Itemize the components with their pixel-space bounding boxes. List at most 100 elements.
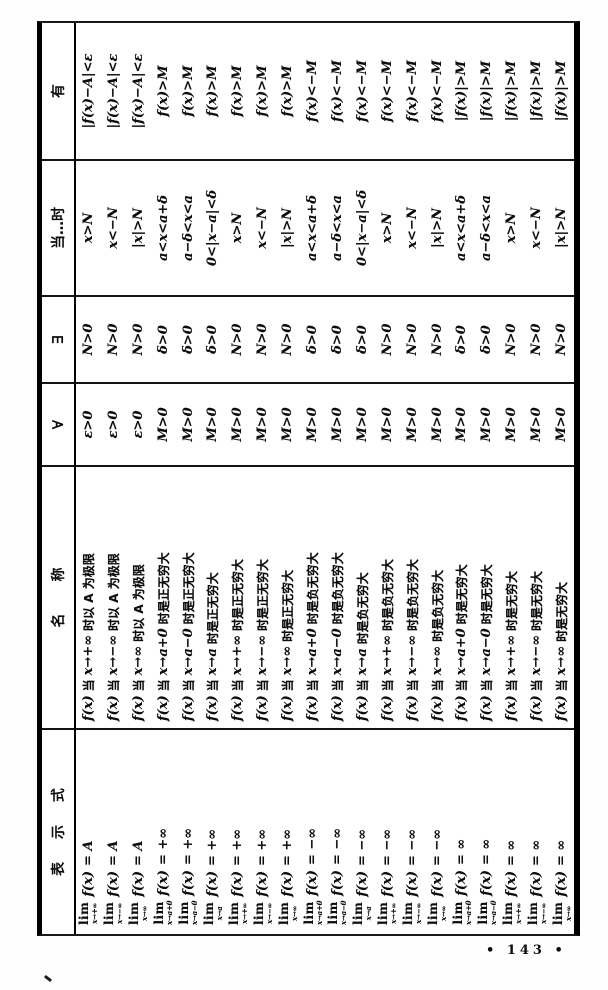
name-description: 时以 A 为极限 xyxy=(131,564,146,642)
limit-value: = +∞ xyxy=(180,827,196,866)
word-when: 当 xyxy=(455,679,470,692)
cell-when: x<−N xyxy=(399,161,425,297)
then-condition: f(x)>M xyxy=(155,65,171,117)
name-description: 时是负无穷大 xyxy=(380,558,395,631)
name-arrow: x→∞ xyxy=(280,645,296,676)
function-notation: f(x) xyxy=(554,871,570,897)
limit-value: = −∞ xyxy=(305,827,321,866)
then-condition: f(x)>M xyxy=(280,65,296,117)
forall-condition: M>0 xyxy=(429,407,445,442)
when-condition: 0<|x−a|<δ xyxy=(205,189,221,267)
forall-condition: ε>0 xyxy=(105,410,121,439)
exists-condition: δ>0 xyxy=(180,325,196,354)
lim-subscript: x→∞ xyxy=(439,905,449,921)
name-arrow: x→a−0 xyxy=(180,628,196,676)
cell-when: |x|>N xyxy=(275,161,301,297)
then-condition: |f(x)|>M xyxy=(504,60,520,122)
then-condition: f(x)>M xyxy=(255,65,271,117)
cell-when: |x|>N xyxy=(549,161,574,297)
name-arrow: x→−∞ xyxy=(529,634,545,676)
cell-then: f(x)<−M xyxy=(399,23,425,161)
lim-operator: lim xyxy=(450,901,465,925)
lim-block: lim x→a−0 xyxy=(326,901,348,925)
cell-forall: M>0 xyxy=(225,384,251,467)
word-when: 当 xyxy=(106,679,121,692)
limit-value: = +∞ xyxy=(255,828,271,867)
cell-exists: N>0 xyxy=(424,297,450,384)
header-expression: 表 示 式 xyxy=(42,730,76,934)
function-notation: f(x) xyxy=(230,695,246,721)
lim-subscript: x→+∞ xyxy=(239,902,249,924)
cell-when: 0<|x−a|<δ xyxy=(349,161,375,297)
cell-exists: N>0 xyxy=(125,297,151,384)
lim-operator: lim xyxy=(102,901,117,925)
then-condition: f(x)>M xyxy=(180,65,196,117)
cell-exists: N>0 xyxy=(524,297,550,384)
function-notation: f(x) xyxy=(379,695,395,721)
cell-name: f(x) 当 x→−∞ 时是正无穷大 xyxy=(250,467,276,730)
name-arrow: x→a xyxy=(205,648,221,676)
then-condition: |f(x)−A|<ε xyxy=(130,53,146,129)
then-condition: f(x)>M xyxy=(230,65,246,117)
cell-when: x>N xyxy=(374,161,400,297)
lim-block: lim x→a−0 xyxy=(177,901,199,925)
cell-when: a−δ<x<a xyxy=(474,161,500,297)
lim-subscript: x→∞ xyxy=(289,905,299,921)
when-condition: x>N xyxy=(230,212,246,244)
function-notation: f(x) xyxy=(479,695,495,721)
name-arrow: x→∞ xyxy=(429,645,445,676)
function-notation: f(x) xyxy=(80,871,96,897)
then-condition: |f(x)|>M xyxy=(479,60,495,122)
lim-subscript: x→−∞ xyxy=(538,902,548,924)
forall-condition: M>0 xyxy=(280,407,296,442)
cell-forall: M>0 xyxy=(474,384,500,467)
function-notation: f(x) xyxy=(454,870,470,896)
lim-subscript: x→+∞ xyxy=(389,902,399,924)
limit-value: = +∞ xyxy=(155,827,171,866)
cell-exists: N>0 xyxy=(399,297,425,384)
name-arrow: x→+∞ xyxy=(379,634,395,676)
cell-exists: N>0 xyxy=(100,297,126,384)
name-arrow: x→+∞ xyxy=(80,634,96,676)
limit-value: = A xyxy=(130,840,146,867)
stray-ink-mark xyxy=(43,974,53,983)
name-description: 时是无穷大 xyxy=(555,581,570,642)
cell-then: f(x)>M xyxy=(275,23,301,161)
forall-condition: M>0 xyxy=(305,407,321,442)
cell-then: |f(x)|>M xyxy=(524,23,550,161)
function-notation: f(x) xyxy=(105,695,121,721)
lim-operator: lim xyxy=(276,901,291,925)
cell-exists: δ>0 xyxy=(474,297,500,384)
cell-expression: lim x→∞ f(x) = −∞ xyxy=(425,730,450,934)
cell-expression: lim x→a−0 f(x) = +∞ xyxy=(176,730,201,934)
function-notation: f(x) xyxy=(329,870,345,896)
name-arrow: x→a+0 xyxy=(155,628,171,676)
cell-exists: N>0 xyxy=(499,297,525,384)
cell-then: f(x)>M xyxy=(225,23,251,161)
then-condition: |f(x)−A|<ε xyxy=(105,53,121,129)
cell-then: f(x)>M xyxy=(150,23,176,161)
cell-forall: ε>0 xyxy=(125,384,151,467)
word-when: 当 xyxy=(430,679,445,692)
forall-condition: M>0 xyxy=(554,407,570,442)
then-condition: f(x)<−M xyxy=(354,60,370,122)
then-condition: |f(x)−A|<ε xyxy=(80,53,96,129)
word-when: 当 xyxy=(555,679,570,692)
cell-when: a<x<a+δ xyxy=(449,161,475,297)
lim-operator: lim xyxy=(500,901,515,925)
lim-operator: lim xyxy=(127,901,142,925)
cell-forall: M>0 xyxy=(300,384,325,467)
function-notation: f(x) xyxy=(379,871,395,897)
cell-forall: M>0 xyxy=(324,384,350,467)
cell-exists: N>0 xyxy=(225,297,251,384)
lim-block: lim x→a+0 xyxy=(152,901,174,925)
limit-value: = A xyxy=(80,840,96,867)
lim-block: lim x→a xyxy=(351,902,373,925)
cell-forall: M>0 xyxy=(399,384,425,467)
lim-block: lim x→∞ xyxy=(551,902,573,925)
lim-operator: lim xyxy=(525,901,540,925)
cell-exists: δ>0 xyxy=(150,297,176,384)
lim-subscript: x→a+0 xyxy=(314,900,324,925)
limit-value: = A xyxy=(105,840,121,867)
name-description: 时是负无穷大 xyxy=(405,558,420,631)
